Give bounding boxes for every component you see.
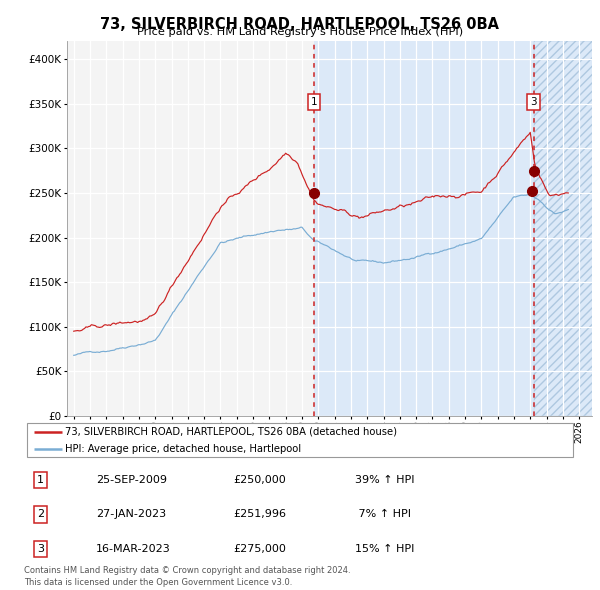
FancyBboxPatch shape	[27, 423, 573, 457]
Text: 39% ↑ HPI: 39% ↑ HPI	[355, 476, 415, 485]
Bar	[314, 41, 533, 416]
Text: 25-SEP-2009: 25-SEP-2009	[96, 476, 167, 485]
Text: 1: 1	[311, 97, 317, 107]
Text: 7% ↑ HPI: 7% ↑ HPI	[355, 510, 411, 519]
Text: £275,000: £275,000	[234, 544, 287, 553]
Text: 27-JAN-2023: 27-JAN-2023	[96, 510, 166, 519]
Text: 16-MAR-2023: 16-MAR-2023	[96, 544, 170, 553]
Text: Price paid vs. HM Land Registry's House Price Index (HPI): Price paid vs. HM Land Registry's House …	[137, 27, 463, 37]
Text: 3: 3	[530, 97, 537, 107]
Text: 1: 1	[37, 476, 44, 485]
Bar	[533, 41, 600, 416]
Text: 73, SILVERBIRCH ROAD, HARTLEPOOL, TS26 0BA (detached house): 73, SILVERBIRCH ROAD, HARTLEPOOL, TS26 0…	[65, 427, 397, 437]
Text: Contains HM Land Registry data © Crown copyright and database right 2024.
This d: Contains HM Land Registry data © Crown c…	[24, 566, 350, 587]
Text: 73, SILVERBIRCH ROAD, HARTLEPOOL, TS26 0BA: 73, SILVERBIRCH ROAD, HARTLEPOOL, TS26 0…	[101, 17, 499, 31]
Text: £250,000: £250,000	[234, 476, 287, 485]
Text: £251,996: £251,996	[234, 510, 287, 519]
Text: HPI: Average price, detached house, Hartlepool: HPI: Average price, detached house, Hart…	[65, 444, 302, 454]
Text: 3: 3	[37, 544, 44, 553]
Text: 15% ↑ HPI: 15% ↑ HPI	[355, 544, 415, 553]
Text: 2: 2	[37, 510, 44, 519]
